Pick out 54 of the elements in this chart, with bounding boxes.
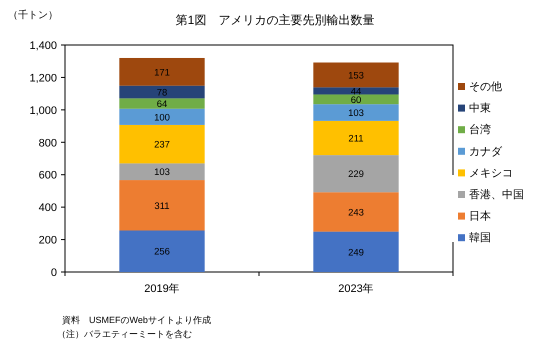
text: 資料 USMEFのWebサイトより作成: [62, 315, 211, 325]
bar: [119, 180, 205, 230]
data-label: 103: [154, 167, 170, 178]
bar: [313, 87, 399, 94]
bar: [119, 230, 205, 272]
data-label: 243: [348, 207, 364, 218]
chart-title: 第1図 アメリカの主要先別輸出数量: [176, 13, 374, 27]
data-label: 78: [156, 88, 168, 99]
bar: [119, 124, 205, 164]
data-label: 60: [350, 94, 362, 106]
y-tick-label: 1,000: [29, 104, 57, 117]
bar: [119, 98, 205, 109]
legend-label: 韓国: [469, 231, 491, 244]
legend-label: その他: [469, 81, 502, 93]
bar: [119, 58, 205, 86]
data-label: 100: [154, 112, 170, 124]
x-tick-label: 2023年: [338, 283, 374, 295]
legend-label: 台湾: [469, 123, 491, 136]
legend-label: 中東: [469, 102, 491, 115]
data-label: 249: [348, 247, 364, 258]
y-tick-label: 400: [38, 202, 57, 214]
bar: [119, 108, 205, 125]
data-label: 229: [348, 169, 364, 180]
x-tick-label: 2019年: [144, 283, 180, 295]
data-label: 311: [154, 200, 170, 212]
data-label: 64: [156, 99, 168, 110]
bar: [313, 192, 399, 232]
data-label: 171: [154, 67, 170, 78]
data-label: 44: [350, 86, 362, 98]
data-label: 256: [154, 246, 170, 258]
y-tick-label: 1,200: [29, 72, 57, 84]
text: （注）バラエティーミートを含む: [57, 329, 192, 339]
y-tick-label: 0: [50, 267, 57, 279]
bar: [313, 94, 399, 104]
y-tick-label: 600: [38, 170, 57, 182]
bar: [313, 155, 399, 192]
legend-label: メキシコ: [469, 167, 513, 180]
bar: [313, 104, 399, 121]
y-tick-label: 800: [38, 137, 57, 150]
y-tick-label: 200: [38, 234, 57, 247]
bar: [119, 163, 205, 180]
bar: [313, 62, 399, 88]
y-axis-title: （千トン）: [8, 9, 58, 21]
legend-label: カナダ: [469, 146, 503, 158]
data-label: 211: [348, 133, 364, 144]
data-label: 103: [348, 108, 364, 120]
bar: [119, 86, 205, 98]
legend-label: 香港、中国: [469, 188, 524, 201]
legend-label: 日本: [469, 210, 491, 223]
data-label: 153: [348, 70, 364, 82]
bar: [313, 120, 399, 156]
bar: [313, 232, 399, 272]
y-tick-label: 1,400: [29, 40, 57, 52]
data-label: 237: [154, 140, 170, 151]
